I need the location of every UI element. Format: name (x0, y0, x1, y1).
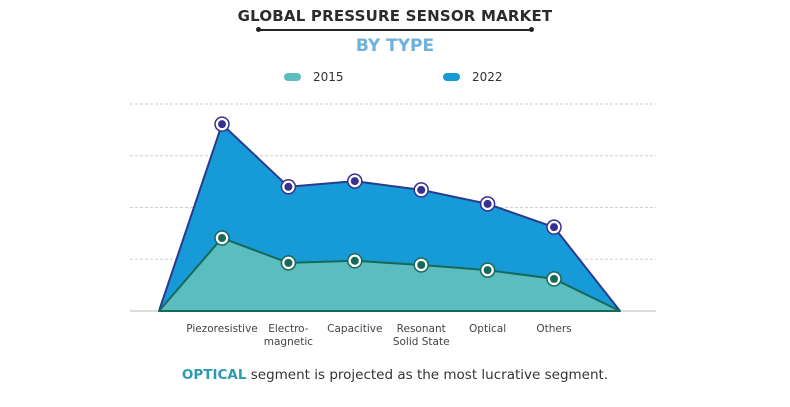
legend-swatch-2022 (443, 73, 460, 81)
legend-swatch-2015 (284, 73, 301, 81)
marker-dot-2022 (350, 177, 359, 186)
x-tick-label: Capacitive (327, 323, 382, 335)
x-tick-label: Optical (469, 323, 506, 335)
marker-dot-2022 (483, 199, 492, 208)
marker-dot-2015 (417, 260, 426, 269)
divider-dot-right (529, 27, 534, 32)
legend-item-2022: 2022 (443, 70, 503, 84)
marker-dot-2015 (483, 266, 492, 275)
marker-dot-2022 (550, 223, 558, 232)
x-tick-label: Resonant Solid State (393, 323, 450, 348)
footer-highlight: OPTICAL (181, 367, 247, 383)
footer-note: OPTICAL segment is projected as the most… (0, 367, 790, 383)
x-tick-label: Electro-magnetic (264, 323, 313, 348)
x-tick-label: Piezoresistive (186, 323, 258, 335)
legend-label-2022: 2022 (472, 70, 503, 84)
marker-dot-2015 (350, 256, 359, 265)
marker-dot-2015 (218, 234, 226, 243)
chart-subtitle: BY TYPE (355, 36, 435, 56)
marker-dot-2015 (284, 258, 293, 267)
marker-dot-2022 (218, 120, 226, 129)
marker-dot-2022 (417, 185, 426, 194)
x-tick-label: Others (536, 323, 571, 335)
footer-text: segment is projected as the most lucrati… (246, 367, 609, 383)
legend-label-2015: 2015 (313, 70, 344, 84)
marker-dot-2022 (284, 182, 293, 191)
divider-dot-left (256, 27, 261, 32)
marker-dot-2015 (550, 274, 558, 283)
legend-item-2015: 2015 (284, 70, 344, 84)
title-divider (258, 29, 532, 31)
chart-title: GLOBAL PRESSURE SENSOR MARKET (237, 7, 553, 25)
